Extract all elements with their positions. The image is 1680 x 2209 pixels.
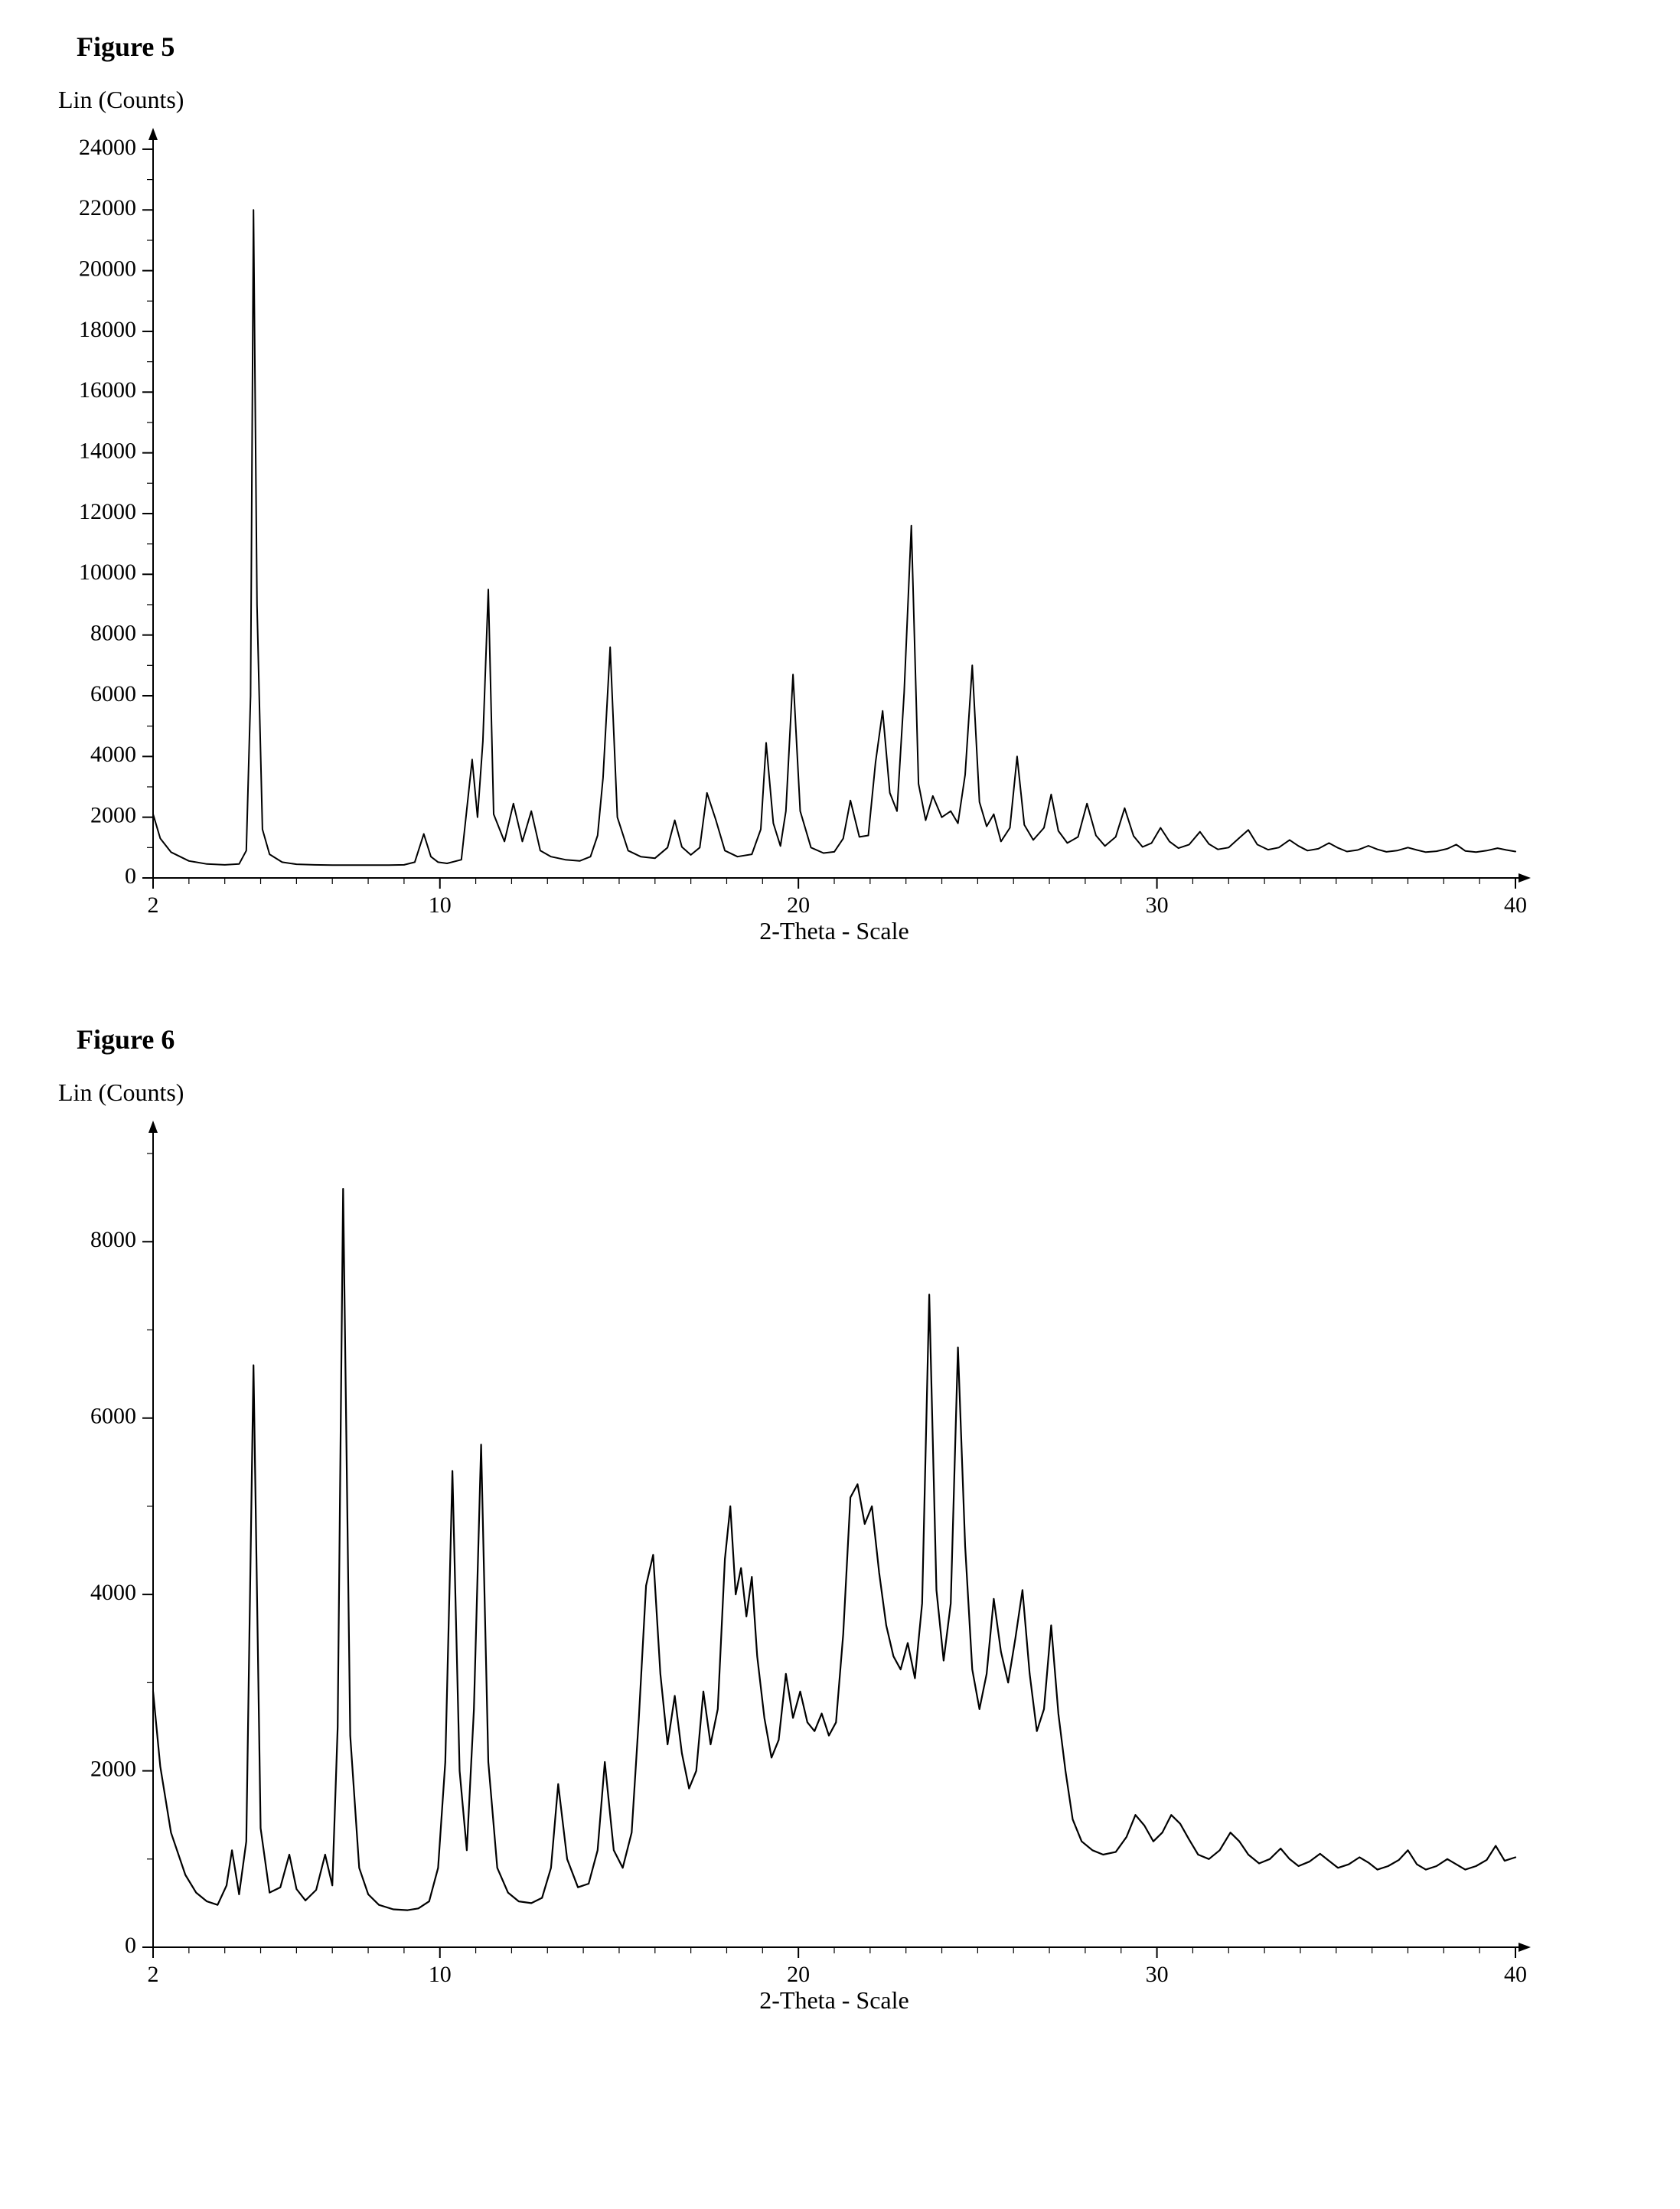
svg-text:0: 0 [125,863,136,889]
svg-text:2000: 2000 [90,803,136,828]
svg-text:40: 40 [1504,1962,1527,1987]
svg-text:6000: 6000 [90,681,136,706]
svg-text:16000: 16000 [79,377,136,403]
svg-text:20000: 20000 [79,256,136,282]
svg-text:40: 40 [1504,892,1527,918]
figure-6-ylabel: Lin (Counts) [58,1078,1649,1107]
svg-text:20: 20 [787,892,810,918]
svg-text:6000: 6000 [90,1404,136,1429]
svg-text:30: 30 [1146,892,1169,918]
svg-text:0: 0 [125,1933,136,1958]
svg-text:4000: 4000 [90,1580,136,1605]
figure-5: Figure 5 Lin (Counts) 0 2000 4000 6000 8000 1… [31,31,1649,962]
svg-text:10000: 10000 [79,560,136,585]
figure-5-chart: 0 2000 4000 6000 8000 10000 12000 14000 16000 180… [31,120,1649,962]
svg-text:20: 20 [787,1962,810,1987]
figure-5-title: Figure 5 [77,31,1649,63]
svg-text:4000: 4000 [90,742,136,767]
svg-text:2-Theta - Scale: 2-Theta - Scale [759,917,909,945]
svg-text:12000: 12000 [79,499,136,524]
svg-text:10: 10 [429,1962,452,1987]
svg-text:8000: 8000 [90,621,136,646]
svg-text:18000: 18000 [79,317,136,342]
svg-text:14000: 14000 [79,439,136,464]
svg-text:10: 10 [429,892,452,918]
svg-text:22000: 22000 [79,195,136,220]
svg-text:2000: 2000 [90,1756,136,1781]
svg-text:2: 2 [148,892,159,918]
svg-text:24000: 24000 [79,135,136,160]
figure-5-ylabel: Lin (Counts) [58,86,1649,114]
figure-6-title: Figure 6 [77,1023,1649,1056]
figure-6-chart: 0 2000 4000 6000 8000 2 10 20 30 40 2-Theta - Scal… [31,1113,1649,2031]
svg-text:2: 2 [148,1962,159,1987]
svg-text:2-Theta - Scale: 2-Theta - Scale [759,1986,909,2014]
figure-6: Figure 6 Lin (Counts) 0 2000 4000 6000 8000 2… [31,1023,1649,2031]
svg-text:30: 30 [1146,1962,1169,1987]
svg-text:8000: 8000 [90,1227,136,1252]
